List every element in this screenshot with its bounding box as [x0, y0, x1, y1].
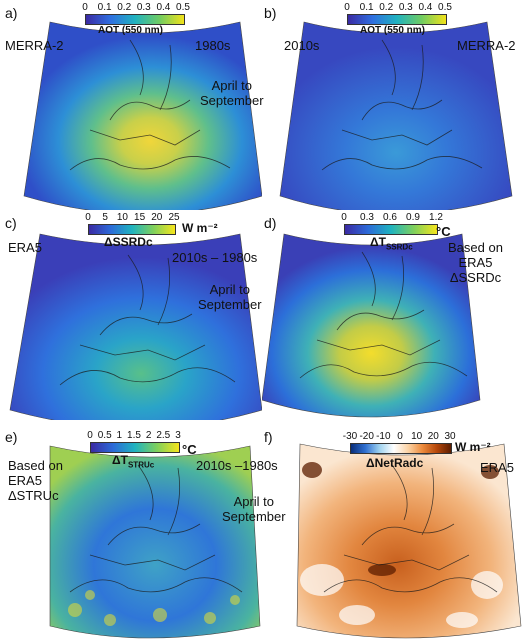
season-label: April to September: [200, 78, 264, 108]
season-label: April to September: [198, 282, 262, 312]
colorbar-ticks: 0 0.5 1 1.5 2 2.5 3: [87, 430, 181, 442]
tick: 0.5: [176, 2, 190, 13]
panel-a: a) MERRA-2 1980s April to September 0 0.…: [0, 0, 264, 210]
tick: 0.2: [117, 2, 132, 13]
tick: -20: [359, 431, 374, 442]
panel-e: e) Based on ERA5 ΔSTRUc 2010s –1980s Apr…: [0, 420, 286, 640]
map-aot-2010s: [279, 21, 513, 210]
tick: 0: [87, 430, 93, 441]
tick: 0: [341, 212, 347, 223]
tick: -10: [376, 431, 391, 442]
colorbar-title: ΔTSSRDc: [370, 235, 413, 251]
tick: 10: [116, 212, 128, 223]
colorbar-title: ΔNetRadc: [366, 456, 424, 470]
tick: 0.9: [406, 212, 420, 223]
period-label: 2010s – 1980s: [172, 250, 258, 265]
tick: 1.2: [429, 212, 443, 223]
tick: 0: [82, 2, 88, 13]
tick: 1: [116, 430, 123, 441]
colorbar-ticks: -30 -20 -10 0 10 20 30: [343, 431, 456, 443]
colorbar-unit: °C: [182, 442, 197, 457]
colorbar-unit: °C: [436, 224, 451, 239]
panel-d: d) Based on ERA5 ΔSSRDc 0 0.3 0.6 0.9 1.…: [262, 210, 523, 420]
colorbar-t-ssrdc: [344, 224, 438, 235]
colorbar-title: ΔTSTRUc: [112, 453, 154, 469]
season-label: April to September: [222, 494, 286, 524]
tick: 0.1: [97, 2, 112, 13]
map-delta-t-ssrdc: [262, 233, 481, 418]
panel-letter: b): [264, 5, 277, 21]
dataset-label: ERA5: [8, 240, 42, 255]
tick: 0.3: [360, 212, 374, 223]
tick: 0.3: [398, 2, 413, 13]
tick: 2: [145, 430, 152, 441]
map-aot-1980s: [23, 21, 262, 210]
colorbar-title-main: ΔT: [112, 453, 128, 467]
panel-letter: f): [264, 429, 273, 445]
tick: 20: [151, 212, 163, 223]
tick: 5: [102, 212, 108, 223]
panel-letter: a): [5, 5, 18, 21]
map-delta-ssrdc: [9, 233, 262, 420]
panel-c: c) ERA5 2010s – 1980s April to September…: [0, 210, 262, 420]
colorbar-ssrdc: [88, 224, 176, 235]
tick: -30: [342, 431, 358, 442]
tick: 25: [168, 212, 180, 223]
tick: 0.4: [418, 2, 433, 13]
tick: 0.1: [359, 2, 374, 13]
panel-letter: d): [264, 215, 277, 231]
dataset-label: MERRA-2: [5, 38, 64, 53]
tick: 0.6: [383, 212, 397, 223]
panel-b: b) 2010s MERRA-2 0 0.1 0.2 0.3 0.4 0.5 A…: [262, 0, 523, 210]
tick: 0.5: [97, 430, 112, 441]
tick: 10: [411, 431, 423, 442]
tick: 30: [444, 431, 456, 442]
period-label: 2010s: [284, 38, 320, 53]
panel-letter: e): [5, 429, 18, 445]
colorbar-title-sub: STRUc: [127, 460, 155, 470]
tick: 0.3: [136, 2, 151, 13]
colorbar-title-main: ΔT: [370, 235, 386, 249]
colorbar-title: AOT (550 nm): [98, 25, 164, 36]
based-on-label: Based on ERA5 ΔSSRDc: [448, 240, 503, 285]
colorbar-title-sub: SSRDc: [385, 242, 413, 252]
colorbar-ticks: 0 0.1 0.2 0.3 0.4 0.5: [344, 2, 452, 14]
tick: 1.5: [127, 430, 141, 441]
tick: 0: [85, 212, 91, 223]
based-on-label: Based on ERA5 ΔSTRUc: [8, 458, 63, 503]
map-delta-netradc: [296, 443, 522, 639]
tick: 0.5: [438, 2, 452, 13]
tick: 20: [427, 431, 439, 442]
colorbar-title: ΔSSRDc: [104, 235, 153, 249]
tick: 15: [134, 212, 146, 223]
tick: 0: [344, 2, 350, 13]
panel-f: f) ERA5 -30 -20 -10 0 10 20 30 W m⁻² ΔNe…: [262, 420, 523, 640]
colorbar-t-strucc: [90, 442, 180, 453]
period-label: 2010s –1980s: [196, 458, 278, 473]
colorbar-unit: W m⁻²: [182, 221, 218, 235]
colorbar-netradc: [350, 443, 452, 454]
dataset-label: ERA5: [480, 460, 514, 475]
colorbar-ticks: 0 0.1 0.2 0.3 0.4 0.5: [82, 2, 190, 14]
colorbar-aot: [85, 14, 185, 25]
colorbar-title: AOT (550 nm): [360, 25, 426, 36]
map-delta-t-strucc: [49, 445, 261, 639]
colorbar-unit: W m⁻²: [455, 440, 491, 454]
period-label: 1980s: [195, 38, 231, 53]
dataset-label: MERRA-2: [457, 38, 516, 53]
tick: 0.2: [379, 2, 394, 13]
tick: 0.4: [156, 2, 171, 13]
panel-letter: c): [5, 215, 17, 231]
tick: 3: [175, 430, 181, 441]
colorbar-aot: [347, 14, 447, 25]
colorbar-ticks: 0 0.3 0.6 0.9 1.2: [341, 212, 443, 224]
tick: 0: [397, 431, 403, 442]
colorbar-ticks: 0 5 10 15 20 25: [85, 212, 179, 224]
tick: 2.5: [156, 430, 171, 441]
